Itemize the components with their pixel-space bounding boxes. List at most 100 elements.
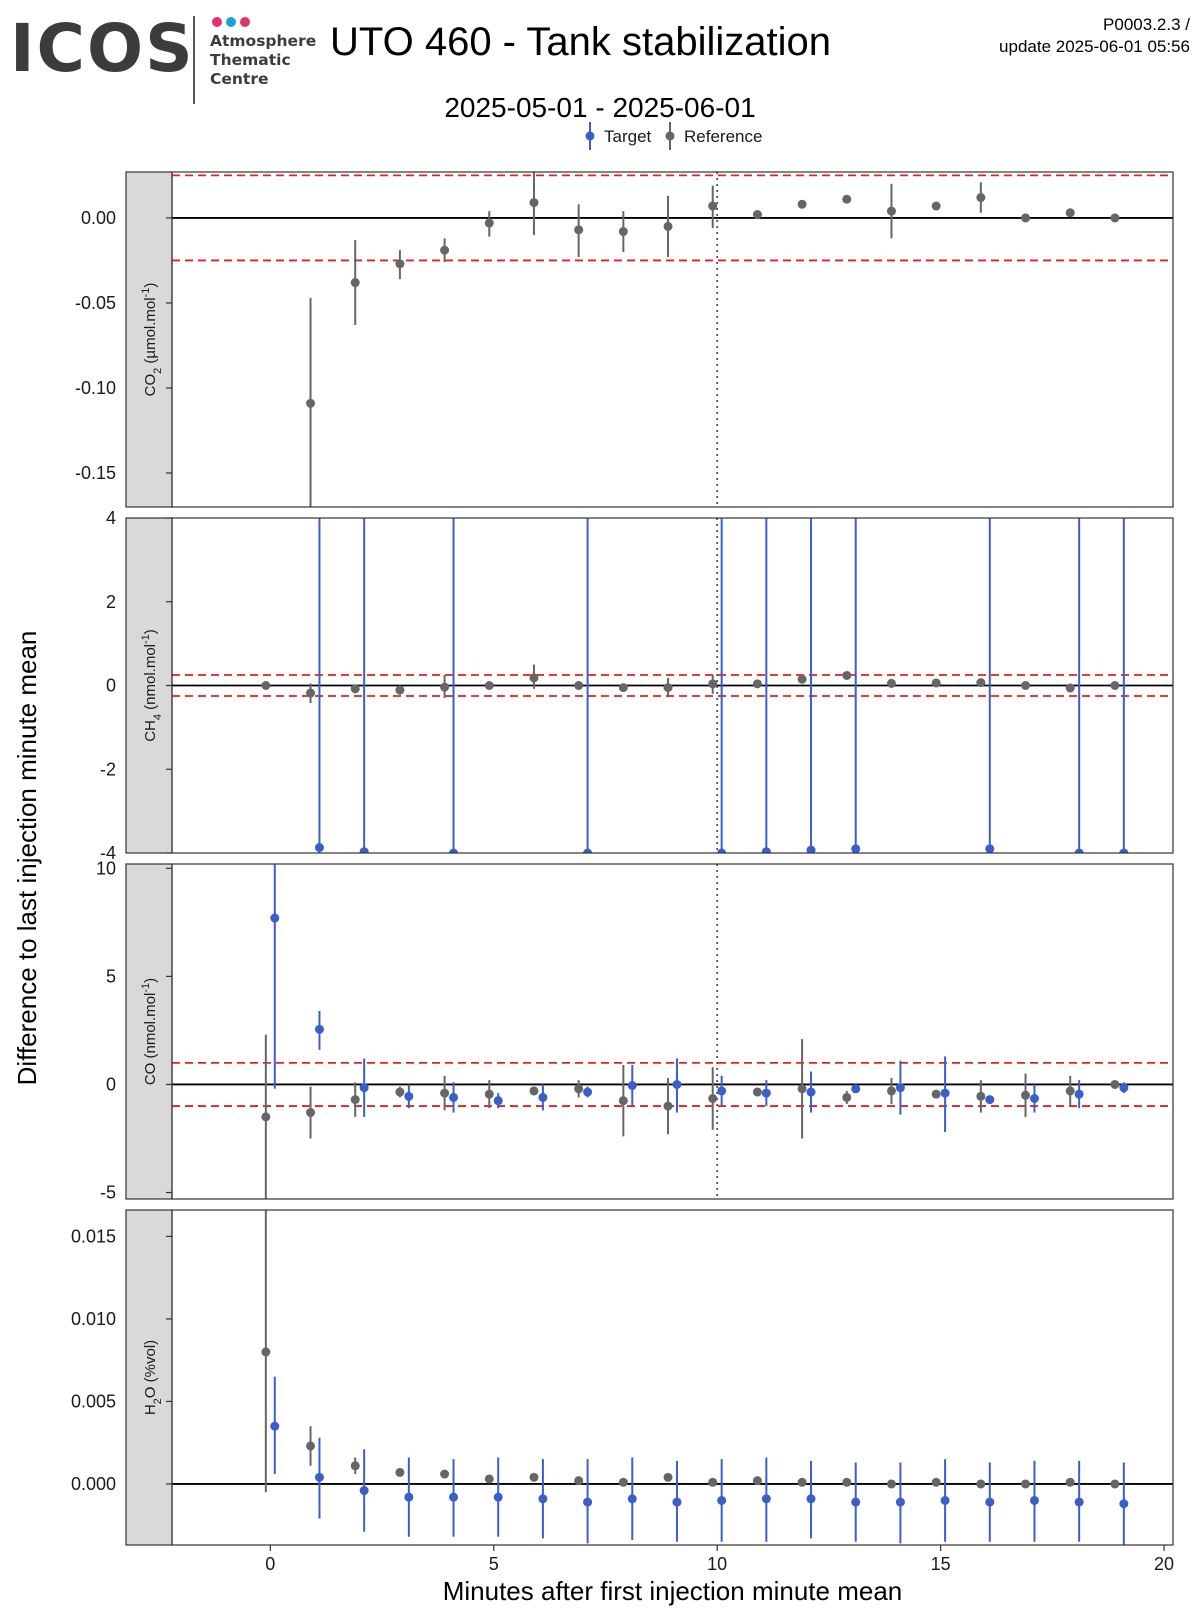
target-point [717, 1495, 727, 1505]
logo-line-3: Centre [210, 70, 269, 88]
reference-point [440, 1469, 450, 1479]
panel-1: CO2 (µmol.mol-1) -0.15 -0.10 -0.05 0.00 [75, 171, 1174, 508]
reference-point [350, 278, 360, 288]
reference-point [752, 1087, 762, 1097]
reference-point [1021, 681, 1031, 690]
reference-point [842, 670, 852, 680]
reference-point [663, 1101, 673, 1111]
logo-dot-3 [240, 17, 250, 27]
reference-point [484, 1089, 494, 1099]
target-point [761, 847, 771, 853]
reference-point [797, 199, 807, 209]
reference-point [484, 681, 494, 690]
reference-point [976, 678, 986, 688]
y-tick-label: 0.010 [71, 1309, 116, 1329]
reference-point [931, 1477, 941, 1487]
reference-point [395, 259, 405, 269]
reference-point [261, 681, 271, 690]
target-point [1119, 848, 1129, 853]
reference-point [395, 1467, 405, 1477]
reference-point [440, 1088, 450, 1098]
x-tick-label: 10 [707, 1554, 727, 1574]
panel-plot-area [172, 518, 1173, 853]
reference-point [484, 218, 494, 228]
reference-point [306, 688, 316, 698]
strip-subscript: 4 [152, 714, 164, 720]
target-point [583, 1497, 593, 1507]
reference-point [931, 1089, 941, 1099]
target-point [1074, 1497, 1084, 1507]
reference-point [1065, 1086, 1075, 1096]
target-point [806, 845, 816, 853]
reference-point [1110, 681, 1120, 690]
strip-superscript: -1 [140, 288, 152, 298]
strip-unit: (µmol.mol [142, 297, 159, 367]
target-point [270, 1421, 280, 1431]
reference-point [797, 1477, 807, 1487]
y-tick-label: -0.05 [75, 293, 116, 313]
reference-point [1021, 1090, 1031, 1100]
legend-key-point [585, 131, 595, 141]
target-point [404, 1492, 414, 1502]
y-axis-label: Difference to last injection minute mean [12, 631, 42, 1086]
panel-strip-label: CH4 (nmol.mol-1) [140, 629, 164, 742]
target-point [1119, 1499, 1129, 1509]
target-point [717, 1086, 727, 1096]
page-title: UTO 460 - Tank stabilization [330, 20, 831, 64]
target-point [940, 1088, 950, 1098]
y-tick-label: 10 [96, 858, 116, 878]
date-range-subtitle: 2025-05-01 - 2025-06-01 [444, 92, 756, 123]
reference-point [842, 1092, 852, 1102]
y-tick-label: 4 [106, 508, 116, 528]
y-tick-label: -0.10 [75, 378, 116, 398]
target-point [627, 1081, 637, 1091]
y-tick-label: 0.00 [81, 208, 116, 228]
strip-unit: (nmol.mol [142, 993, 159, 1063]
x-tick-label: 0 [265, 1554, 275, 1574]
reference-point [529, 1086, 539, 1096]
target-point [627, 1494, 637, 1504]
y-tick-label: 0.015 [71, 1226, 116, 1246]
reference-point [618, 1477, 628, 1487]
target-point [806, 1494, 816, 1504]
reference-point [976, 193, 986, 203]
reference-point [261, 1112, 271, 1122]
y-tick-label: 0 [106, 1074, 116, 1094]
target-point [314, 843, 324, 853]
target-point [449, 1092, 459, 1102]
target-point [1074, 1089, 1084, 1099]
reference-point [350, 1461, 360, 1471]
reference-point [529, 1472, 539, 1482]
target-point [761, 1088, 771, 1098]
strip-unit: (nmol.mol [142, 644, 159, 714]
strip-species: H [142, 1404, 159, 1415]
y-tick-label: -5 [100, 1183, 116, 1203]
strip-species: CO [142, 374, 159, 397]
reference-point [574, 681, 584, 690]
y-tick-label: -4 [100, 843, 116, 863]
y-tick-label: -0.15 [75, 463, 116, 483]
reference-point [574, 225, 584, 235]
reference-point [886, 1479, 896, 1489]
target-point [314, 1024, 324, 1034]
reference-point [1065, 1477, 1075, 1487]
reference-point [529, 673, 539, 683]
y-tick-label: 0.005 [71, 1391, 116, 1411]
target-point [851, 844, 861, 853]
logo-line-1: Atmosphere [210, 32, 317, 50]
target-point [851, 1084, 861, 1094]
y-tick-label: -2 [100, 759, 116, 779]
strip-subscript: 2 [152, 368, 164, 374]
version-line-1: P0003.2.3 / [1103, 15, 1190, 34]
reference-point [440, 245, 450, 255]
target-point [449, 848, 459, 853]
reference-point [886, 206, 896, 216]
target-point [583, 848, 593, 853]
reference-point [976, 1091, 986, 1101]
reference-point [440, 682, 450, 692]
strip-species: CH [142, 720, 159, 742]
panel-strip [125, 171, 173, 508]
version-info: P0003.2.3 / update 2025-06-01 05:56 [999, 14, 1190, 58]
